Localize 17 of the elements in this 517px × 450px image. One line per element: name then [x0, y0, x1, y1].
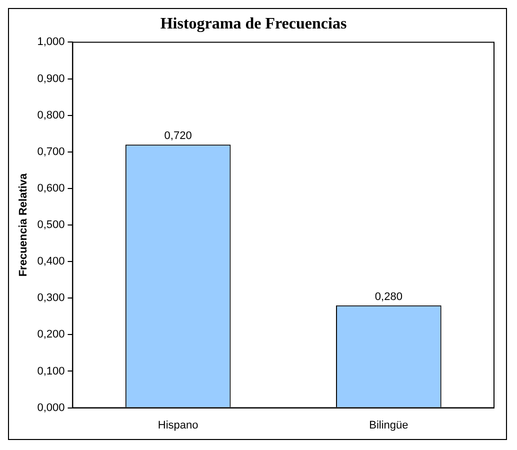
y-tick-label: 0,100: [37, 365, 65, 378]
y-tick-label: 0,400: [37, 256, 65, 268]
y-tick-label: 0,600: [37, 182, 65, 194]
data-label: 0,720: [164, 130, 192, 142]
x-tick-label: Hispano: [158, 419, 198, 432]
y-tick-label: 0,700: [37, 146, 65, 158]
y-tick-label: 0,000: [37, 402, 65, 414]
y-tick-label: 0,900: [37, 72, 65, 85]
y-tick-label: 1,000: [37, 36, 65, 48]
y-tick-label: 0,300: [37, 292, 65, 304]
y-tick-label: 0,500: [37, 219, 65, 232]
data-label: 0,280: [374, 290, 402, 303]
y-tick-label: 0,200: [37, 328, 65, 341]
y-tick-label: 0,800: [37, 109, 65, 122]
y-axis-title: Frecuencia Relativa: [18, 172, 30, 277]
chart-title: Histograma de Frecuencias: [160, 16, 347, 33]
x-tick-label: Bilingüe: [369, 419, 408, 432]
